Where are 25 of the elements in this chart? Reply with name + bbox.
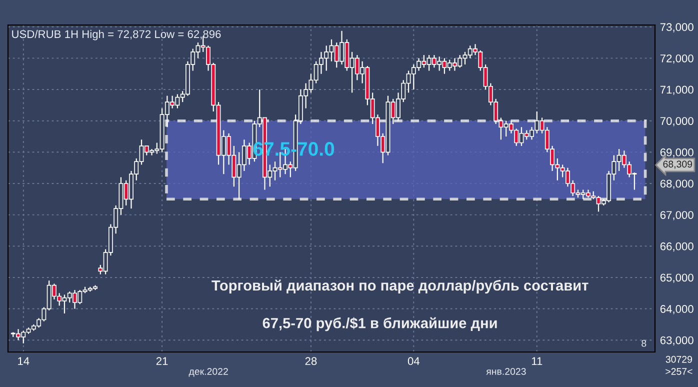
- annotation: Торговый диапазон по паре доллар/рубль составит: [212, 280, 588, 294]
- x-tick-label: 28: [305, 357, 317, 366]
- text: 8: [642, 340, 646, 347]
- x-tick-label: 21: [156, 357, 168, 365]
- text: 30729: [666, 356, 692, 363]
- y-tick-label: 72,000: [660, 54, 694, 64]
- text: янв.2023: [486, 368, 526, 375]
- y-tick-label: 65,000: [660, 274, 694, 283]
- text: 68,309: [663, 160, 692, 169]
- y-tick-label: 71,000: [660, 86, 694, 95]
- text: >257<: [666, 368, 692, 375]
- x-tick-label: 04: [408, 357, 420, 366]
- y-tick-label: 68,000: [660, 180, 694, 189]
- y-tick-label: 67,000: [660, 211, 694, 220]
- y-tick-label: 63,000: [660, 336, 694, 346]
- y-tick-label: 70,000: [660, 117, 694, 126]
- y-tick-label: 69,000: [660, 148, 694, 158]
- y-tick-label: 64,000: [660, 305, 694, 314]
- annotation: 67,5-70 руб./$1 в ближайшие дни: [262, 317, 497, 332]
- x-tick-label: 11: [532, 357, 542, 365]
- y-tick-label: 66,000: [660, 242, 694, 252]
- text: дек.2022: [188, 368, 228, 377]
- x-tick-label: 14: [18, 357, 30, 365]
- y-tick-label: 73,000: [660, 23, 694, 32]
- chart-title: USD/RUB 1H High = 72,872 Low = 62,896: [12, 30, 221, 40]
